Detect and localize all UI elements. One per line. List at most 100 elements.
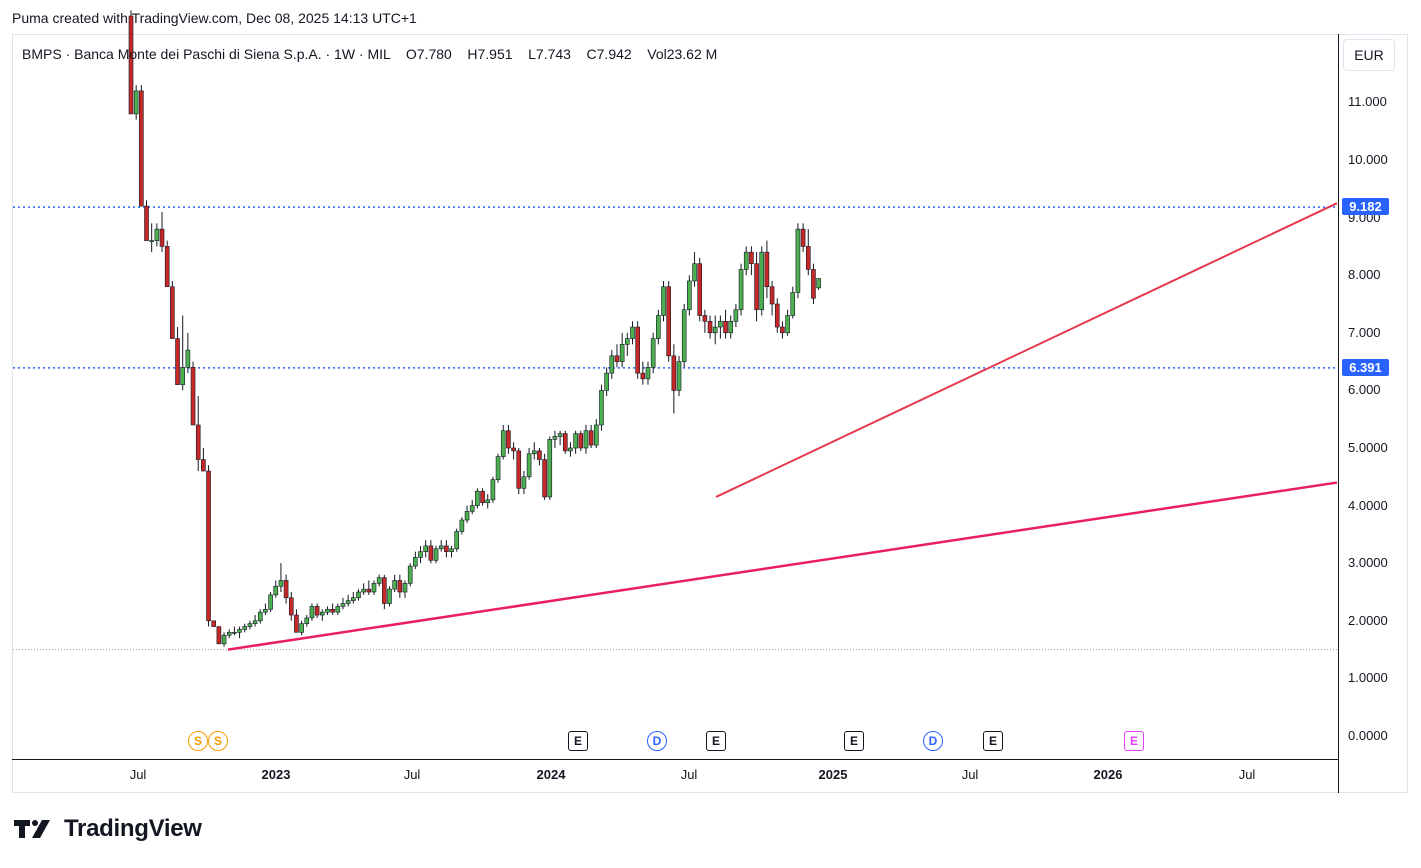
candle-body bbox=[159, 228, 165, 247]
candle-body bbox=[805, 246, 811, 270]
time-tick-label: Jul bbox=[680, 767, 698, 782]
candle-body bbox=[428, 545, 434, 561]
candle-body bbox=[257, 611, 263, 622]
candle-body bbox=[382, 577, 387, 604]
candle-body bbox=[221, 634, 227, 645]
price-level-label: 6.391 bbox=[1342, 358, 1389, 376]
tradingview-logo-icon bbox=[14, 820, 50, 838]
split-event-icon[interactable]: S bbox=[208, 731, 228, 751]
symbol-description[interactable]: BMPS · Banca Monte dei Paschi di Siena S… bbox=[22, 46, 391, 62]
candle-body bbox=[201, 459, 206, 472]
currency-button[interactable]: EUR bbox=[1343, 39, 1395, 71]
candle-body bbox=[614, 355, 620, 362]
high-value: 7.951 bbox=[477, 46, 513, 62]
candle-body bbox=[149, 240, 154, 242]
candle-body bbox=[418, 551, 423, 558]
time-axis-border bbox=[12, 759, 1338, 760]
open-label: O bbox=[405, 46, 417, 62]
price-level-label: 9.182 bbox=[1342, 198, 1389, 216]
candle-body bbox=[625, 338, 630, 345]
candle-body bbox=[175, 338, 180, 385]
candle-body bbox=[666, 286, 671, 357]
candle-body bbox=[568, 447, 573, 452]
chart-pane[interactable] bbox=[12, 34, 1408, 793]
candle-body bbox=[749, 251, 754, 264]
candle-body bbox=[723, 320, 728, 334]
candle-body bbox=[650, 338, 656, 368]
candle-body bbox=[195, 424, 201, 460]
candle-body bbox=[573, 433, 578, 449]
symbol-legend[interactable]: BMPS · Banca Monte dei Paschi di Siena S… bbox=[22, 46, 717, 62]
candle-body bbox=[304, 617, 310, 624]
price-tick-label: 10.000 bbox=[1348, 152, 1388, 167]
time-tick-label: 2026 bbox=[1093, 767, 1123, 782]
close-value: 7.942 bbox=[596, 46, 632, 62]
candle-body bbox=[252, 620, 258, 624]
candle-body bbox=[790, 292, 796, 316]
candle-body bbox=[516, 450, 522, 489]
candle-body bbox=[480, 490, 485, 504]
candle-body bbox=[309, 606, 315, 619]
candle-body bbox=[774, 303, 780, 328]
candle-body bbox=[656, 315, 661, 339]
time-tick-label: Jul bbox=[129, 767, 147, 782]
candle-body bbox=[630, 326, 635, 339]
earnings-event-icon[interactable]: E bbox=[844, 731, 864, 751]
candle-body bbox=[433, 548, 439, 561]
candle-body bbox=[728, 320, 734, 334]
candle-body bbox=[449, 548, 454, 552]
candle-body bbox=[288, 597, 294, 616]
candle-body bbox=[537, 450, 542, 460]
candle-body bbox=[366, 588, 372, 593]
candle-body bbox=[371, 583, 377, 593]
candle-body bbox=[500, 430, 506, 457]
candle-body bbox=[413, 557, 418, 567]
candle-body bbox=[712, 326, 718, 334]
candle-body bbox=[268, 594, 273, 610]
candle-body bbox=[707, 320, 713, 334]
candle-body bbox=[139, 90, 144, 207]
earnings-event-icon[interactable]: E bbox=[983, 731, 1003, 751]
candle-body bbox=[376, 577, 382, 584]
candle-body bbox=[593, 424, 599, 446]
price-tick-label: 4.0000 bbox=[1348, 497, 1388, 513]
candle-body bbox=[294, 614, 299, 633]
candle-body bbox=[247, 623, 253, 627]
candle-body bbox=[780, 326, 785, 334]
candle-body bbox=[588, 430, 594, 446]
candle-body bbox=[356, 591, 361, 599]
earnings-event-icon[interactable]: E bbox=[568, 731, 588, 751]
dividend-event-icon[interactable]: D bbox=[923, 731, 943, 751]
candle-body bbox=[552, 436, 558, 440]
price-tick-label: 0.0000 bbox=[1348, 728, 1388, 743]
candle-body bbox=[475, 490, 480, 506]
upcoming-earnings-event-icon[interactable]: E bbox=[1124, 731, 1144, 751]
candle-body bbox=[800, 228, 806, 247]
candle-body bbox=[676, 361, 682, 391]
candle-body bbox=[211, 620, 217, 627]
candle-body bbox=[283, 580, 289, 599]
dividend-event-icon[interactable]: D bbox=[647, 731, 667, 751]
candle-body bbox=[387, 588, 392, 604]
candle-body bbox=[402, 583, 408, 593]
price-tick-label: 6.000 bbox=[1348, 382, 1381, 398]
candle-body bbox=[785, 315, 790, 334]
candle-body bbox=[609, 355, 615, 374]
time-tick-label: 2023 bbox=[261, 767, 291, 782]
earnings-event-icon[interactable]: E bbox=[706, 731, 726, 751]
candle-body bbox=[769, 286, 775, 305]
candle-body bbox=[464, 511, 470, 521]
candlestick-series bbox=[128, 10, 821, 647]
candle-body bbox=[759, 251, 765, 311]
tradingview-logo[interactable]: TradingView bbox=[14, 815, 202, 843]
candle-body bbox=[351, 597, 356, 601]
candle-body bbox=[811, 269, 816, 299]
candle-body bbox=[526, 453, 532, 478]
time-tick-label: 2024 bbox=[536, 767, 566, 782]
candle-body bbox=[547, 439, 553, 498]
time-tick-label: Jul bbox=[1238, 767, 1256, 782]
candle-body bbox=[692, 263, 697, 282]
candle-body bbox=[490, 479, 496, 501]
split-event-icon[interactable]: S bbox=[188, 731, 208, 751]
